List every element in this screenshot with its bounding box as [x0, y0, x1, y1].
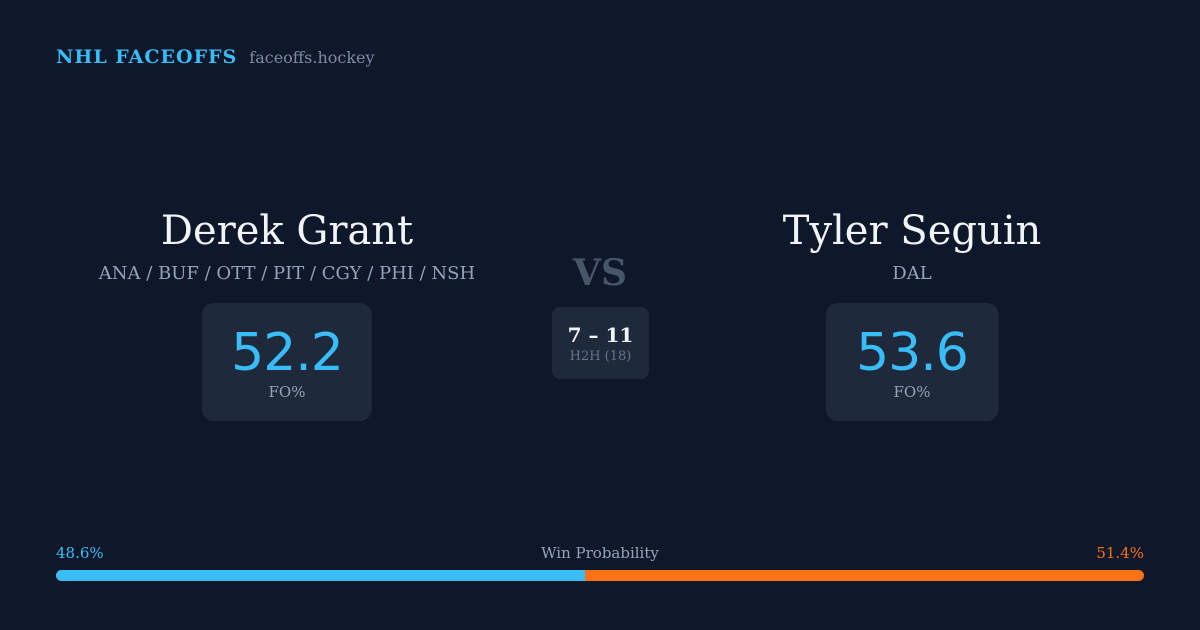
player-left-teams: ANA / BUF / OTT / PIT / CGY / PHI / NSH	[98, 263, 476, 284]
head-to-head-score: 7 – 11	[567, 322, 634, 347]
player-right: Tyler Seguin DAL 53.6 FO%	[782, 206, 1042, 421]
head-to-head-box: 7 – 11 H2H (18)	[552, 307, 649, 379]
brand-header: NHL FACEOFFS faceoffs.hockey	[56, 46, 375, 68]
win-probability-right: 51.4%	[1096, 544, 1144, 562]
brand-domain: faceoffs.hockey	[249, 48, 375, 67]
player-right-fo-box: 53.6 FO%	[825, 303, 999, 421]
player-left: Derek Grant ANA / BUF / OTT / PIT / CGY …	[99, 206, 475, 421]
player-right-fo-label: FO%	[893, 383, 931, 401]
player-right-teams: DAL	[892, 263, 932, 284]
player-left-fo-value: 52.2	[231, 323, 344, 383]
player-left-fo-box: 52.2 FO%	[202, 303, 372, 421]
player-left-name: Derek Grant	[160, 208, 414, 254]
head-to-head-label: H2H (18)	[569, 348, 632, 364]
win-probability-title: Win Probability	[541, 544, 659, 562]
versus-label: VS	[573, 252, 627, 294]
brand-name: NHL FACEOFFS	[56, 46, 238, 68]
player-right-name: Tyler Seguin	[782, 208, 1042, 254]
win-probability-bar	[56, 570, 1144, 581]
win-probability-fill-left	[56, 570, 585, 581]
player-left-fo-label: FO%	[268, 383, 306, 401]
win-probability-labels: 48.6% Win Probability 51.4%	[56, 543, 1144, 563]
win-probability-left: 48.6%	[56, 544, 104, 562]
player-right-fo-value: 53.6	[856, 323, 969, 383]
